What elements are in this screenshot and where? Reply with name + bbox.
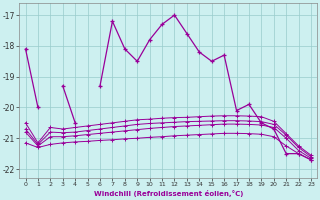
X-axis label: Windchill (Refroidissement éolien,°C): Windchill (Refroidissement éolien,°C) <box>93 190 243 197</box>
